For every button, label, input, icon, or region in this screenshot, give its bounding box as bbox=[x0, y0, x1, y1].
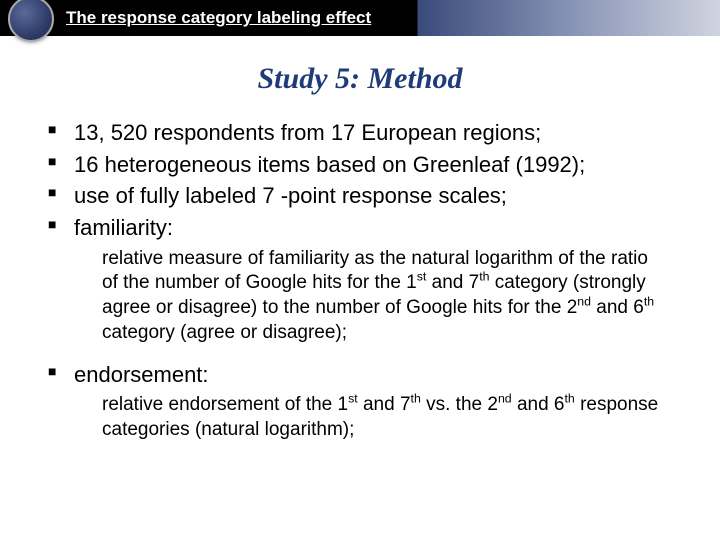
text: category (agree or disagree); bbox=[102, 322, 347, 343]
text: and 7 bbox=[358, 394, 411, 415]
bullet-item: familiarity: bbox=[48, 213, 692, 243]
text: relative endorsement of the 1 bbox=[102, 394, 348, 415]
bullet-list: 13, 520 respondents from 17 European reg… bbox=[28, 118, 692, 243]
sub-text-familiarity: relative measure of familiarity as the n… bbox=[28, 247, 692, 346]
ordinal: th bbox=[479, 270, 489, 284]
bullet-item: 16 heterogeneous items based on Greenlea… bbox=[48, 150, 692, 180]
header-bar: The response category labeling effect bbox=[0, 0, 720, 36]
ordinal: nd bbox=[498, 392, 512, 406]
bullet-item: use of fully labeled 7 -point response s… bbox=[48, 181, 692, 211]
bullet-item: 13, 520 respondents from 17 European reg… bbox=[48, 118, 692, 148]
content-area: 13, 520 respondents from 17 European reg… bbox=[0, 118, 720, 443]
bullet-item: endorsement: bbox=[48, 360, 692, 390]
ordinal: st bbox=[348, 392, 358, 406]
ordinal: th bbox=[644, 295, 654, 309]
logo-icon bbox=[8, 0, 54, 42]
slide-title: Study 5: Method bbox=[0, 62, 720, 96]
text: and 7 bbox=[426, 272, 479, 293]
header-title: The response category labeling effect bbox=[66, 8, 371, 28]
ordinal: st bbox=[417, 270, 427, 284]
ordinal: nd bbox=[577, 295, 591, 309]
text: and 6 bbox=[591, 297, 644, 318]
sub-text-endorsement: relative endorsement of the 1st and 7th … bbox=[28, 393, 692, 442]
text: vs. the 2 bbox=[421, 394, 498, 415]
text: and 6 bbox=[512, 394, 565, 415]
ordinal: th bbox=[411, 392, 421, 406]
bullet-list-2: endorsement: bbox=[28, 360, 692, 390]
ordinal: th bbox=[565, 392, 575, 406]
